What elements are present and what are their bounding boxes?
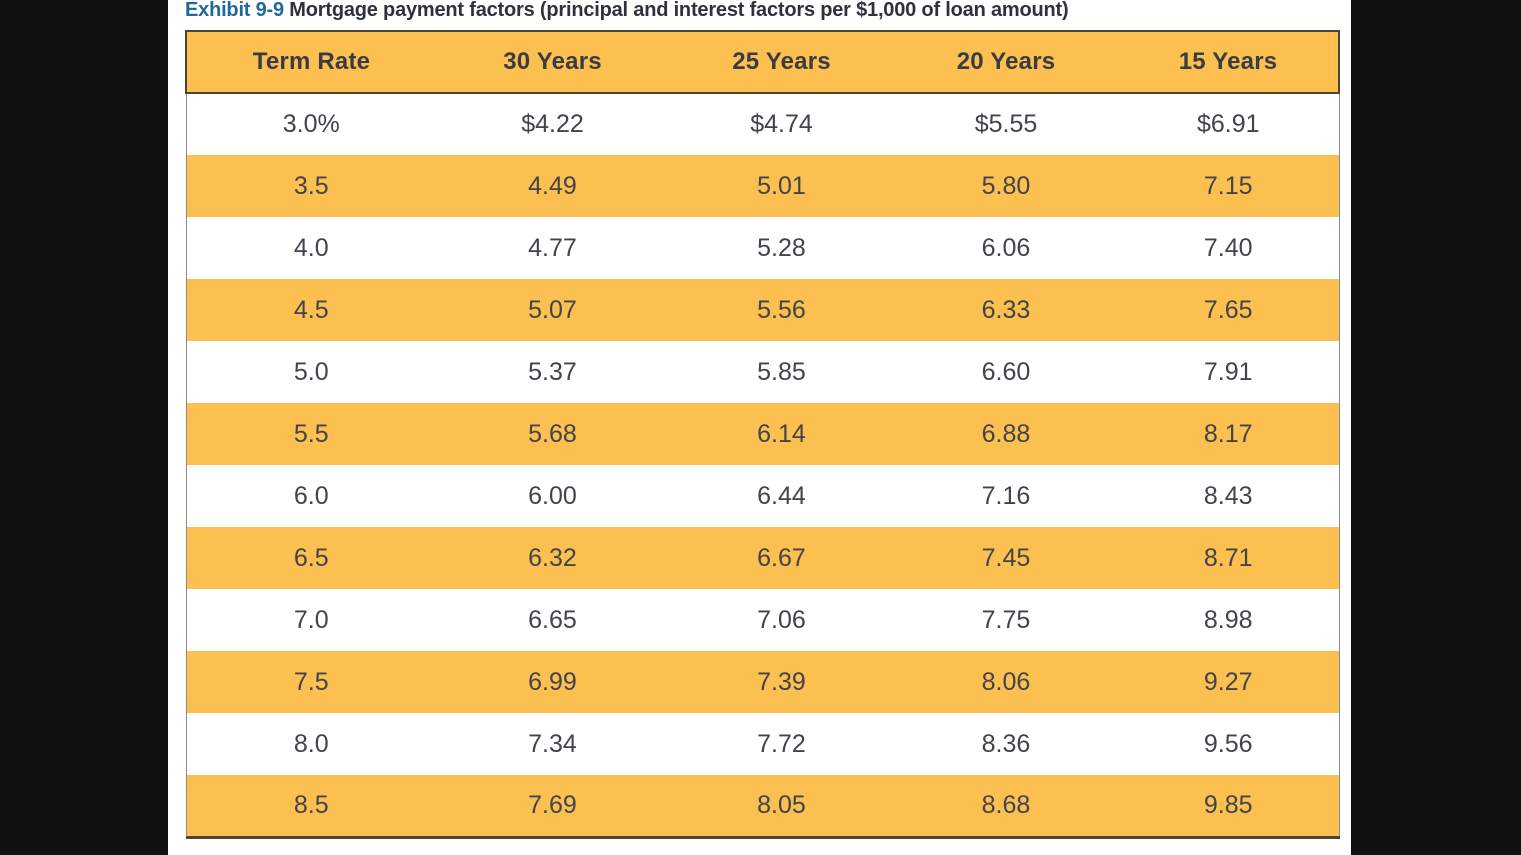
table-cell: 8.36 (981, 729, 1031, 758)
table-cell: 8.0 (293, 729, 329, 758)
column-header-30-years: 30 Years (503, 48, 602, 75)
table-row: 8.5 7.69 8.05 8.68 9.85 (186, 775, 1339, 837)
table-cell: 9.56 (1203, 729, 1253, 758)
table-row: 4.0 4.77 5.28 6.06 7.40 (186, 217, 1339, 279)
table-cell: 8.98 (1203, 605, 1253, 634)
table-row: 3.0% $4.22 $4.74 $5.55 $6.91 (186, 93, 1339, 155)
table-cell: 6.32 (528, 543, 577, 572)
table-cell: 5.85 (757, 357, 806, 386)
table-cell: 8.5 (293, 790, 329, 819)
table-cell: $6.91 (1196, 110, 1260, 138)
mortgage-factors-table: Term Rate 30 Years 25 Years 20 Years 15 … (185, 30, 1340, 839)
table-cell: 6.14 (757, 419, 806, 448)
table-cell: 6.65 (528, 605, 577, 634)
table-cell: 6.67 (757, 543, 806, 572)
exhibit-label: Exhibit 9-9 (185, 0, 284, 21)
table-cell: 6.00 (528, 481, 577, 510)
table-cell: 5.28 (757, 233, 806, 262)
table-cell: 3.5 (293, 171, 329, 200)
table-cell: 4.5 (293, 295, 329, 324)
table-cell: 9.27 (1203, 667, 1253, 696)
table-cell: 6.99 (528, 667, 577, 696)
table-cell: 7.72 (757, 729, 806, 758)
column-header-term-rate: Term Rate (252, 48, 371, 75)
table-body: 3.0% $4.22 $4.74 $5.55 $6.91 3.5 4.49 5.01 5.80 7… (186, 93, 1339, 837)
table-cell: 5.5 (293, 419, 329, 448)
table-cell: 5.80 (981, 171, 1031, 200)
table-row: 3.5 4.49 5.01 5.80 7.15 (186, 155, 1339, 217)
table-cell: 6.33 (981, 295, 1031, 324)
table-cell: 6.60 (981, 357, 1031, 386)
table-row: 4.5 5.07 5.56 6.33 7.65 (186, 279, 1339, 341)
content-panel: Exhibit 9-9 Mortgage payment factors (pr… (168, 0, 1351, 855)
table-header-row: Term Rate 30 Years 25 Years 20 Years 15 … (186, 31, 1339, 93)
table-cell: 8.71 (1203, 543, 1253, 572)
table-cell: 7.91 (1203, 357, 1253, 386)
table-row: 7.5 6.99 7.39 8.06 9.27 (186, 651, 1339, 713)
table-cell: 5.56 (757, 295, 806, 324)
table-cell: 6.06 (981, 233, 1031, 262)
table-cell: $4.22 (521, 110, 584, 138)
table-cell: 5.68 (528, 419, 577, 448)
table-cell: 5.01 (757, 171, 806, 200)
table-cell: 5.07 (528, 295, 577, 324)
column-header-20-years: 20 Years (956, 48, 1056, 75)
table-cell: 3.0% (282, 110, 340, 138)
table-row: 6.5 6.32 6.67 7.45 8.71 (186, 527, 1339, 589)
table-cell: 5.0 (293, 357, 329, 386)
table-cell: 4.0 (293, 233, 329, 262)
table-cell: 6.0 (293, 481, 329, 510)
table-cell: 6.44 (757, 481, 806, 510)
table-cell: 7.15 (1203, 171, 1253, 200)
table-row: 5.0 5.37 5.85 6.60 7.91 (186, 341, 1339, 403)
exhibit-caption: Mortgage payment factors (principal and … (283, 0, 1069, 21)
table-cell: 5.37 (528, 357, 577, 386)
table-cell: 7.34 (528, 729, 577, 758)
table-cell: 4.77 (528, 233, 577, 262)
table-cell: 7.0 (293, 605, 329, 634)
exhibit-title: Exhibit 9-9 Mortgage payment factors (pr… (185, 0, 1351, 25)
table-row: 8.0 7.34 7.72 8.36 9.56 (186, 713, 1339, 775)
table-cell: 7.65 (1203, 295, 1253, 324)
table-cell: 7.40 (1203, 233, 1253, 262)
table-cell: 9.85 (1203, 790, 1253, 819)
table-cell: 6.5 (293, 543, 329, 572)
table-cell: 4.49 (528, 171, 577, 200)
table-cell: 7.16 (981, 481, 1031, 510)
table-cell: 8.17 (1203, 419, 1253, 448)
table-cell: 8.68 (981, 790, 1031, 819)
table-cell: 7.06 (757, 605, 806, 634)
table-cell: $4.74 (750, 110, 813, 138)
table-cell: 7.5 (293, 667, 329, 696)
table-row: 5.5 5.68 6.14 6.88 8.17 (186, 403, 1339, 465)
table-cell: 8.06 (981, 667, 1031, 696)
table-cell: 7.69 (528, 790, 577, 819)
table-cell: 7.39 (757, 667, 806, 696)
table-row: 6.0 6.00 6.44 7.16 8.43 (186, 465, 1339, 527)
table-cell: 7.45 (981, 543, 1031, 572)
table-cell: 8.43 (1203, 481, 1253, 510)
table-cell: $5.55 (974, 110, 1038, 138)
table-cell: 6.88 (981, 419, 1031, 448)
table-cell: 7.75 (981, 605, 1031, 634)
column-header-25-years: 25 Years (732, 48, 831, 75)
table-cell: 8.05 (757, 790, 806, 819)
table-row: 7.0 6.65 7.06 7.75 8.98 (186, 589, 1339, 651)
column-header-15-years: 15 Years (1178, 48, 1278, 75)
